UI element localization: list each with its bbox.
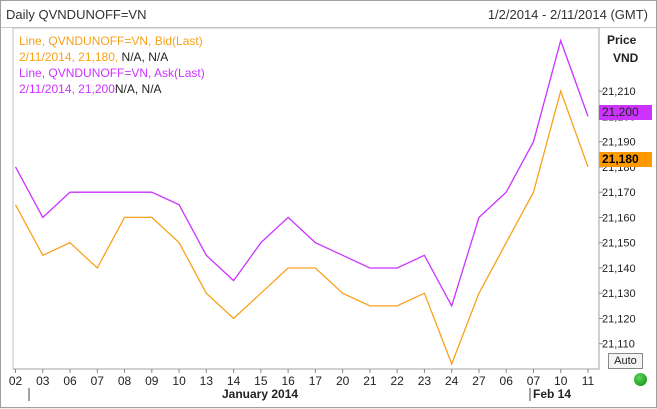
x-tick-label: 07 [527, 374, 541, 388]
legend-ask-series: Line, QVNDUNOFF=VN, Ask(Last) [19, 66, 205, 80]
price-axis-unit: VND [613, 51, 639, 65]
month-label-january: January 2014 [222, 387, 299, 401]
x-tick-label: 10 [554, 374, 568, 388]
price-axis-title: Price [607, 33, 637, 47]
chart-title: Daily QVNDUNOFF=VN [6, 7, 147, 22]
x-tick-label: 16 [281, 374, 295, 388]
y-tick-label: 21,120 [602, 313, 636, 325]
ask-last-value-tag: 21,200 [599, 105, 652, 120]
legend-bid-series: Line, QVNDUNOFF=VN, Bid(Last) [19, 34, 203, 48]
connection-status-icon [634, 373, 647, 386]
auto-scale-button[interactable]: Auto [608, 353, 643, 369]
x-tick-label: 21 [363, 374, 377, 388]
x-tick-label: 22 [390, 374, 404, 388]
date-range: 1/2/2014 - 2/11/2014 (GMT) [487, 7, 648, 22]
x-tick-label: 09 [145, 374, 159, 388]
y-tick-label: 21,160 [602, 212, 636, 224]
x-tick-label: 13 [200, 374, 214, 388]
x-tick-label: 06 [500, 374, 514, 388]
y-tick-label: 21,170 [602, 187, 636, 199]
x-tick-label: 23 [418, 374, 432, 388]
x-tick-label: 20 [336, 374, 350, 388]
bid-last-value-tag: 21,180 [599, 152, 652, 167]
y-tick-label: 21,130 [602, 288, 636, 300]
y-tick-label: 21,140 [602, 263, 636, 275]
x-tick-label: 11 [582, 374, 595, 388]
legend-ask-row: 2/11/2014, 21,200N/A, N/A [19, 82, 162, 96]
x-tick-label: 07 [91, 374, 105, 388]
x-tick-label: 27 [472, 374, 486, 388]
legend-ask-na: N/A, N/A [114, 82, 162, 96]
legend-bid-na: N/A, N/A [118, 50, 169, 64]
x-tick-label: 06 [63, 374, 77, 388]
legend-bid-row: 2/11/2014, 21,180, N/A, N/A [19, 50, 168, 64]
x-tick-label: 14 [227, 374, 241, 388]
x-tick-label: 17 [309, 374, 323, 388]
y-tick-label: 21,190 [602, 137, 636, 149]
x-tick-label: 15 [254, 374, 268, 388]
x-tick-label: 08 [118, 374, 132, 388]
legend-bid-value: 2/11/2014, 21,180, [19, 50, 119, 64]
y-tick-label: 21,150 [602, 238, 636, 250]
month-label-feb: Feb 14 [533, 387, 572, 401]
legend-ask-value: 2/11/2014, 21,200 [19, 82, 115, 96]
x-tick-label: 02 [9, 374, 23, 388]
bid-series-line [14, 88, 589, 366]
ask-series-line [14, 38, 589, 308]
y-tick-label: 21,110 [602, 339, 635, 351]
x-tick-label: 10 [172, 374, 186, 388]
y-tick-label: 21,210 [602, 86, 636, 98]
x-tick-label: 24 [445, 374, 459, 388]
x-tick-label: 03 [36, 374, 50, 388]
